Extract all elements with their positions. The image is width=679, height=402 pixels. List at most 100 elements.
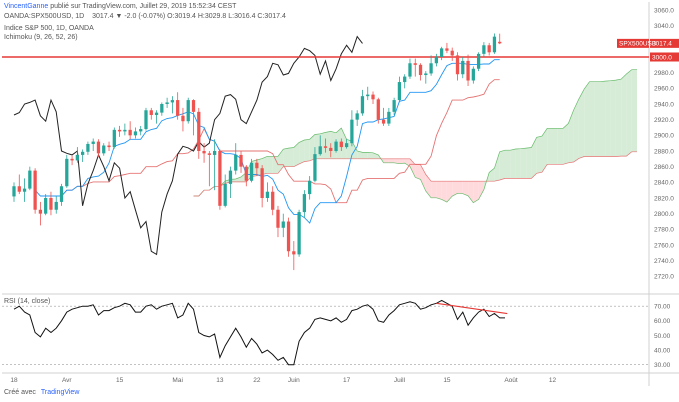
- footer-brand[interactable]: TradingView: [40, 389, 80, 396]
- candle-body: [75, 154, 79, 161]
- candle-body: [212, 151, 217, 155]
- rsi-trendline: [436, 302, 508, 315]
- time-axis: 18 Avr 15 Mai 13 22 Juin 17 Juill 15 Août 12: [2, 372, 679, 384]
- price-tick-label: 2840.0: [654, 180, 674, 187]
- candle-body: [498, 41, 502, 44]
- ichimoku-cloud-segment: [594, 81, 600, 157]
- ichimoku-cloud-segment: [589, 81, 595, 157]
- candle-body: [281, 221, 285, 228]
- candle-body: [223, 183, 227, 206]
- candle-body: [112, 129, 116, 148]
- candle-body: [28, 170, 32, 189]
- rsi-tick-label: 60.00: [654, 318, 671, 325]
- candle-body: [249, 162, 254, 181]
- candle-body: [102, 145, 106, 154]
- candle-body: [207, 153, 211, 155]
- price-tick-label: 2920.0: [654, 117, 674, 124]
- candle-body: [218, 151, 222, 206]
- ichimoku-cloud-segment: [499, 150, 505, 180]
- rsi-tick-label: 50.00: [654, 333, 671, 340]
- price-tick-label: 2780.0: [654, 227, 674, 234]
- candle-body: [191, 100, 196, 112]
- last-price-badge: [650, 38, 679, 48]
- ichimoku-cloud-segment: [383, 158, 389, 163]
- symbol-text: OANDA:SPX500USD, 1D: [4, 13, 85, 20]
- candle-body: [487, 45, 491, 53]
- ichimoku-cloud-segment: [542, 128, 548, 173]
- price-tick-label: 2880.0: [654, 148, 674, 155]
- candle-body: [255, 162, 259, 169]
- ichimoku-cloud-segment: [415, 164, 421, 180]
- ichimoku-cloud-segment: [494, 151, 500, 182]
- price-tick-label: 2940.0: [654, 101, 674, 108]
- price-tick-label: 2960.0: [654, 86, 674, 93]
- candle-body: [376, 99, 380, 120]
- candle-body: [123, 129, 127, 132]
- header-symbol-line: OANDA:SPX500USD, 1D 3017.4 ▼ -2.0 (-0.07…: [4, 13, 286, 20]
- rsi-tick-label: 70.00: [654, 304, 671, 311]
- ichimoku-cloud-segment: [510, 149, 516, 179]
- ichimoku-cloud-segment: [388, 158, 395, 163]
- candle-body: [466, 60, 470, 81]
- candle-body: [381, 119, 386, 124]
- last-price-symbol: SPX500USD: [619, 41, 657, 48]
- candle-body: [154, 112, 159, 115]
- ichimoku-cloud-segment: [336, 128, 342, 159]
- candle-body: [260, 168, 264, 198]
- candle-body: [181, 115, 185, 122]
- candle-body: [86, 143, 90, 152]
- ichimoku-legend: Ichimoku (9, 26, 52, 26): [4, 34, 78, 41]
- candle-body: [139, 129, 143, 132]
- ichimoku-cloud-segment: [341, 128, 347, 159]
- candle-body: [413, 63, 417, 65]
- price-tick-label: 2860.0: [654, 164, 674, 171]
- ichimoku-cloud-segment: [568, 110, 574, 163]
- ichimoku-cloud-segment: [367, 152, 373, 159]
- candle-body: [471, 68, 475, 81]
- candle-body: [313, 154, 317, 181]
- candle-body: [339, 141, 343, 148]
- ichimoku-cloud-segment: [446, 181, 453, 203]
- rsi-panel: 30.00 40.00 50.00 60.00 70.00: [2, 299, 671, 369]
- ichimoku-cloud-segment: [526, 147, 532, 179]
- ichimoku-cloud-segment: [578, 89, 585, 159]
- candle-body: [170, 100, 175, 103]
- candle-body: [397, 82, 402, 101]
- rsi-tick-label: 30.00: [654, 362, 671, 369]
- price-tick-label: 3040.0: [654, 23, 674, 30]
- time-tick-label: 17: [343, 377, 351, 384]
- candle-body: [96, 141, 101, 154]
- candle-body: [276, 209, 280, 228]
- candle-body: [445, 48, 449, 51]
- ichimoku-cloud-segment: [515, 148, 521, 179]
- candle-body: [186, 100, 190, 122]
- ichimoku-cloud-segment: [325, 131, 331, 159]
- candle-body: [38, 209, 43, 214]
- ichimoku-cloud-segment: [399, 158, 405, 164]
- tenkan-line: [34, 59, 500, 224]
- ichimoku-cloud-segment: [478, 181, 484, 200]
- published-text: publié sur TradingView.com, Juillet 29, …: [50, 3, 237, 10]
- rsi-legend: RSI (14, close): [4, 298, 51, 305]
- author-link[interactable]: VincentGanne: [4, 3, 49, 10]
- candle-body: [244, 166, 248, 181]
- candle-body: [323, 146, 328, 148]
- ichimoku-cloud-segment: [536, 136, 542, 174]
- candle-body: [117, 129, 122, 132]
- ichimoku-cloud-segment: [462, 181, 469, 196]
- candle-body: [12, 186, 16, 197]
- ichimoku-cloud-segment: [299, 140, 305, 164]
- ichimoku-cloud-segment: [600, 81, 606, 157]
- candle-body: [387, 111, 391, 124]
- candle-body: [65, 158, 69, 187]
- footer: Créé avec TradingView: [4, 389, 79, 396]
- price-panel: 2720.0 2740.0 2760.0 2780.0 2800.0 2820.0 2840…: [2, 2, 679, 386]
- ichimoku-cloud-segment: [373, 152, 379, 159]
- time-tick-label: 22: [253, 377, 261, 384]
- senkou-a-line: [193, 69, 637, 204]
- ichimoku-cloud-segment: [631, 69, 637, 152]
- candle-body: [482, 45, 486, 54]
- ichimoku-cloud-segment: [278, 149, 284, 174]
- candle-body: [271, 191, 275, 210]
